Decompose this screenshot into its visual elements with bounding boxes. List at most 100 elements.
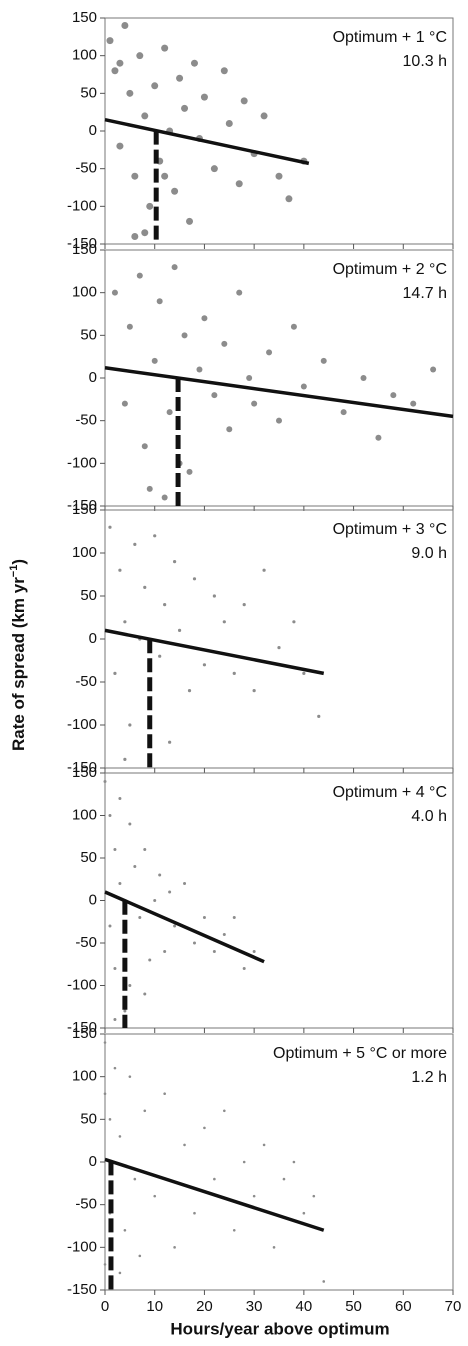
- point: [143, 992, 147, 996]
- point: [171, 187, 179, 195]
- point: [168, 890, 172, 894]
- x-tick-label: 10: [146, 1298, 163, 1315]
- point: [242, 967, 246, 970]
- point: [302, 1211, 306, 1215]
- y-tick-label: -150: [67, 1019, 97, 1036]
- plot-frame: [104, 249, 454, 507]
- point: [300, 383, 307, 390]
- trend-line: [104, 890, 265, 964]
- point: [118, 882, 122, 885]
- point: [320, 357, 327, 364]
- point: [111, 67, 119, 75]
- point: [128, 984, 132, 987]
- point: [187, 689, 192, 693]
- x-axis-label: Hours/year above optimum: [170, 1319, 389, 1338]
- y-tick-label: 50: [80, 849, 97, 866]
- point: [108, 1118, 112, 1121]
- point: [272, 1246, 276, 1249]
- point: [181, 104, 189, 112]
- point: [242, 1160, 246, 1164]
- point: [173, 560, 177, 564]
- point: [213, 1177, 216, 1181]
- point: [156, 298, 163, 305]
- annotation: Optimum + 4 °C: [333, 784, 447, 801]
- y-tick-label: -150: [67, 497, 97, 514]
- point: [202, 916, 206, 919]
- point: [113, 848, 117, 851]
- point: [322, 1280, 326, 1283]
- y-tick-label: -50: [75, 673, 97, 690]
- y-tick-label: -150: [67, 759, 97, 776]
- point: [123, 1009, 127, 1013]
- point: [121, 400, 128, 407]
- y-label-sup: −1: [8, 565, 20, 578]
- point: [176, 74, 184, 82]
- point: [141, 229, 149, 237]
- y-tick-label: 150: [72, 241, 97, 258]
- x-tick-label: 60: [395, 1298, 412, 1315]
- point: [210, 165, 218, 173]
- y-tick-label: 100: [72, 806, 97, 823]
- trend-line: [104, 628, 325, 676]
- point: [146, 485, 153, 492]
- point: [163, 603, 167, 607]
- point: [103, 1263, 107, 1266]
- point: [252, 1194, 256, 1198]
- point: [200, 93, 208, 101]
- point: [103, 780, 107, 783]
- point: [151, 357, 158, 364]
- point: [192, 941, 196, 945]
- point: [275, 172, 283, 180]
- annotation: Optimum + 5 °C or more: [273, 1045, 447, 1062]
- point: [136, 52, 144, 60]
- y-tick-label: -150: [67, 1281, 97, 1298]
- point: [113, 1066, 117, 1070]
- point: [232, 1228, 236, 1232]
- threshold-label: 10.3 h: [403, 53, 447, 70]
- y-tick-label: -50: [75, 160, 97, 177]
- point: [161, 44, 169, 52]
- point: [302, 671, 306, 676]
- point: [143, 848, 147, 851]
- point: [222, 933, 226, 936]
- point: [103, 1092, 107, 1096]
- point: [143, 1109, 147, 1113]
- point: [118, 1135, 122, 1138]
- point: [292, 1160, 296, 1164]
- point: [133, 865, 137, 868]
- point: [260, 112, 268, 120]
- y-label-suffix: ): [9, 559, 28, 565]
- point: [225, 119, 233, 127]
- plot-frame: [104, 1033, 454, 1291]
- y-tick-label: 0: [89, 630, 97, 647]
- point: [173, 924, 177, 928]
- point: [232, 671, 236, 676]
- point: [166, 409, 173, 416]
- point: [138, 916, 142, 919]
- y-tick-label: -150: [67, 235, 97, 252]
- point: [252, 950, 256, 953]
- plot-frame: [104, 772, 454, 1029]
- point: [236, 289, 243, 296]
- point: [292, 620, 296, 624]
- point: [196, 366, 203, 373]
- annotation: Optimum + 3 °C: [333, 521, 447, 538]
- point: [133, 542, 137, 547]
- point: [186, 217, 194, 225]
- point: [410, 400, 417, 407]
- point: [123, 1228, 127, 1232]
- x-tick-label: 50: [345, 1298, 362, 1315]
- point: [360, 375, 367, 381]
- point: [143, 585, 147, 590]
- y-tick-label: 0: [89, 369, 97, 386]
- y-tick-label: 150: [72, 764, 97, 781]
- point: [113, 1018, 117, 1021]
- point: [116, 59, 124, 67]
- point: [390, 392, 397, 399]
- threshold-label: 9.0 h: [411, 545, 447, 562]
- point: [121, 22, 129, 30]
- point: [183, 1143, 186, 1147]
- point: [108, 814, 112, 817]
- point: [148, 958, 152, 962]
